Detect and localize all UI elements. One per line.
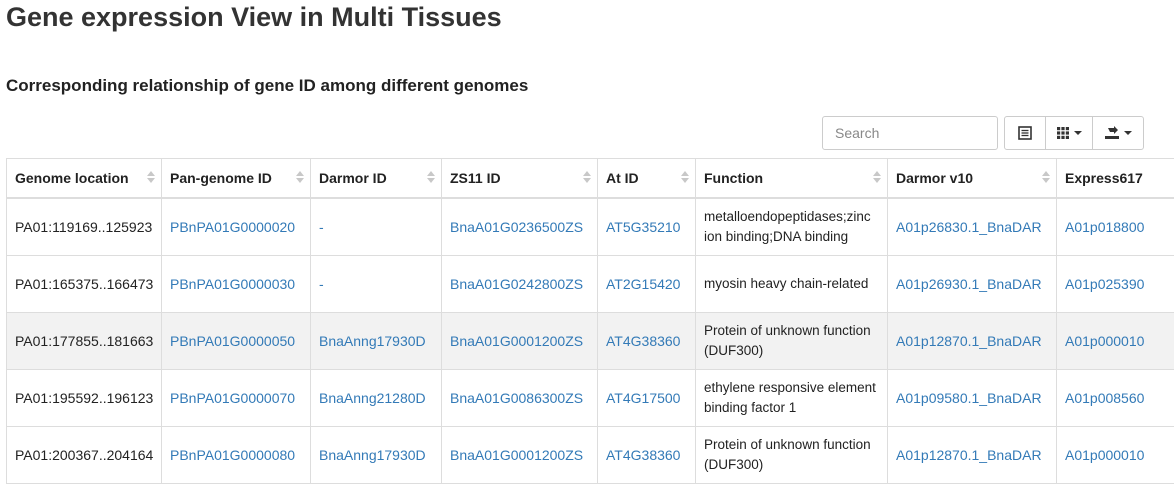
table-row: PA01:200367..204164 PBnPA01G0000080 BnaA… [7,427,1174,484]
darmor-id-link[interactable]: BnaAnng17930D [319,333,426,349]
table-toolbar [822,116,1144,150]
darmor-id-link[interactable]: - [319,219,324,235]
zs11-id-link[interactable]: BnaA01G0001200ZS [450,447,583,463]
column-header-function[interactable]: Function [696,159,888,199]
column-header-pan-genome-id[interactable]: Pan-genome ID [162,159,311,199]
export-icon [1104,126,1120,140]
column-header-zs11-id[interactable]: ZS11 ID [442,159,598,199]
zs11-id-link[interactable]: BnaA01G0236500ZS [450,219,583,235]
darmor-id-link[interactable]: - [319,276,324,292]
cell-function: Protein of unknown function (DUF300) [696,427,888,484]
express617-link[interactable]: A01p000010 [1065,447,1144,463]
express617-link[interactable]: A01p025390 [1065,276,1144,292]
cell-function: metalloendopeptidases;zinc ion binding;D… [696,198,888,256]
pan-genome-id-link[interactable]: PBnPA01G0000080 [170,447,295,463]
column-header-express617[interactable]: Express617 [1057,159,1174,199]
sort-icon [296,171,304,183]
cell-genome-location: PA01:195592..196123 [7,370,162,427]
darmor-id-link[interactable]: BnaAnng21280D [319,390,426,406]
column-header-genome-location[interactable]: Genome location [7,159,162,199]
table-row: PA01:195592..196123 PBnPA01G0000070 BnaA… [7,370,1174,427]
page-title: Gene expression View in Multi Tissues [6,2,502,33]
cell-genome-location: PA01:200367..204164 [7,427,162,484]
chevron-down-icon [1074,131,1082,135]
cell-function: myosin heavy chain-related [696,256,888,313]
gene-table-container: Genome location Pan-genome ID Darmor ID … [6,158,1174,484]
darmor-id-link[interactable]: BnaAnng17930D [319,447,426,463]
express617-link[interactable]: A01p018800 [1065,219,1144,235]
pan-genome-id-link[interactable]: PBnPA01G0000020 [170,219,295,235]
columns-dropdown-button[interactable] [1045,116,1093,150]
zs11-id-link[interactable]: BnaA01G0086300ZS [450,390,583,406]
cell-genome-location: PA01:165375..166473 [7,256,162,313]
table-row: PA01:165375..166473 PBnPA01G0000030 - Bn… [7,256,1174,313]
table-row: PA01:119169..125923 PBnPA01G0000020 - Bn… [7,198,1174,256]
at-id-link[interactable]: AT4G38360 [606,447,680,463]
sort-icon [427,171,435,183]
sort-icon [147,171,155,183]
at-id-link[interactable]: AT5G35210 [606,219,680,235]
at-id-link[interactable]: AT4G38360 [606,333,680,349]
search-input[interactable] [822,116,998,150]
express617-link[interactable]: A01p008560 [1065,390,1144,406]
darmor-v10-link[interactable]: A01p09580.1_BnaDAR [896,390,1042,406]
list-icon [1018,126,1032,140]
gene-id-table: Genome location Pan-genome ID Darmor ID … [6,158,1174,484]
section-subtitle: Corresponding relationship of gene ID am… [6,76,528,96]
pan-genome-id-link[interactable]: PBnPA01G0000070 [170,390,295,406]
sort-icon [681,171,689,183]
darmor-v10-link[interactable]: A01p12870.1_BnaDAR [896,333,1042,349]
darmor-v10-link[interactable]: A01p12870.1_BnaDAR [896,447,1042,463]
at-id-link[interactable]: AT4G17500 [606,390,680,406]
export-dropdown-button[interactable] [1092,116,1144,150]
cell-function: ethylene responsive element binding fact… [696,370,888,427]
zs11-id-link[interactable]: BnaA01G0001200ZS [450,333,583,349]
toggle-view-button[interactable] [1004,116,1046,150]
zs11-id-link[interactable]: BnaA01G0242800ZS [450,276,583,292]
at-id-link[interactable]: AT2G15420 [606,276,680,292]
table-row: PA01:177855..181663 PBnPA01G0000050 BnaA… [7,313,1174,370]
sort-icon [583,171,591,183]
columns-grid-icon [1056,126,1070,140]
darmor-v10-link[interactable]: A01p26830.1_BnaDAR [896,219,1042,235]
cell-genome-location: PA01:119169..125923 [7,198,162,256]
table-header-row: Genome location Pan-genome ID Darmor ID … [7,159,1174,199]
cell-genome-location: PA01:177855..181663 [7,313,162,370]
pan-genome-id-link[interactable]: PBnPA01G0000030 [170,276,295,292]
express617-link[interactable]: A01p000010 [1065,333,1144,349]
chevron-down-icon [1124,131,1132,135]
column-header-at-id[interactable]: At ID [598,159,696,199]
sort-icon [1042,171,1050,183]
column-header-darmor-id[interactable]: Darmor ID [311,159,442,199]
column-header-darmor-v10[interactable]: Darmor v10 [888,159,1057,199]
darmor-v10-link[interactable]: A01p26930.1_BnaDAR [896,276,1042,292]
pan-genome-id-link[interactable]: PBnPA01G0000050 [170,333,295,349]
cell-function: Protein of unknown function (DUF300) [696,313,888,370]
toolbar-button-group [1004,116,1144,150]
sort-icon [873,171,881,183]
